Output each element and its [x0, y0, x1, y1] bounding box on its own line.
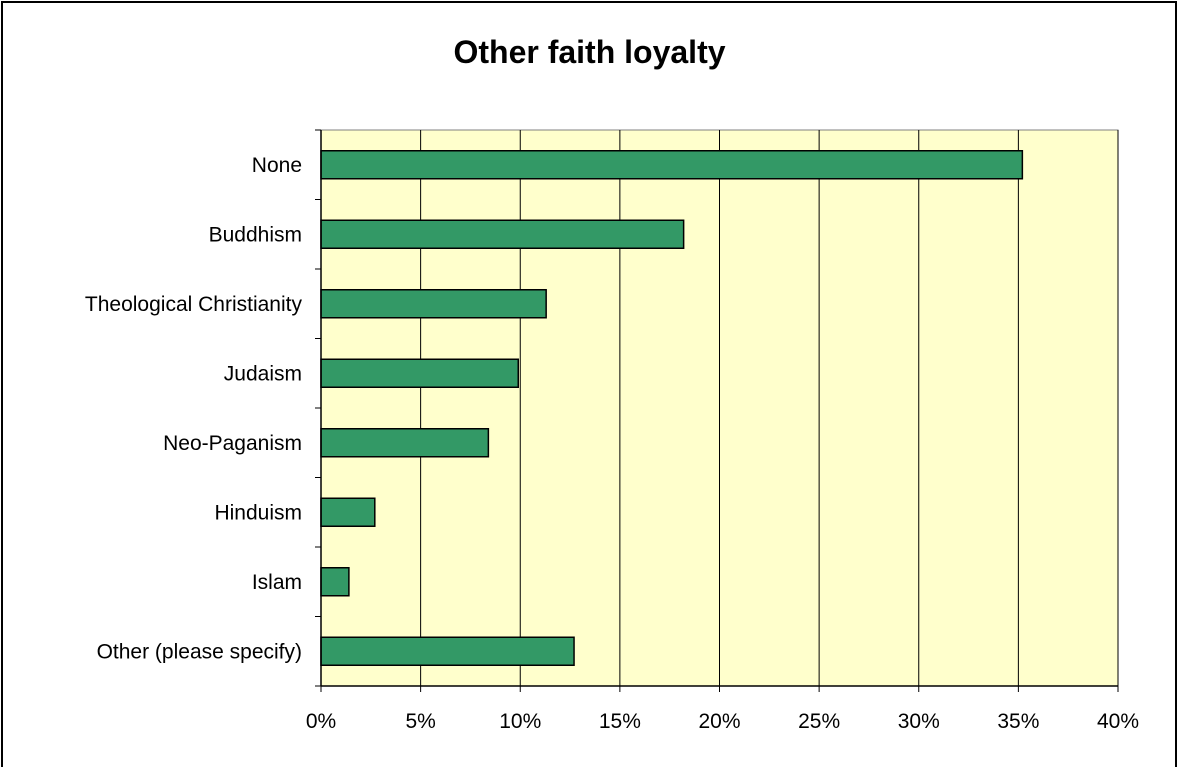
x-tick-label: 5% [405, 710, 435, 733]
bar [320, 219, 685, 249]
category-label: None [252, 154, 302, 177]
bar [320, 289, 547, 319]
axis-labels: 0% 5% 10% 15% 20% 25% 30% 35% 40% None Buddhism The… [85, 154, 1139, 733]
bar [320, 497, 376, 527]
chart-title: Other faith loyalty [453, 34, 726, 70]
category-label: Hinduism [214, 501, 302, 524]
x-tick-label: 30% [898, 710, 940, 733]
category-label: Judaism [224, 362, 302, 385]
bar [320, 636, 575, 666]
bars [320, 150, 1024, 666]
category-label: Buddhism [209, 223, 302, 246]
category-label: Other (please specify) [97, 640, 302, 663]
bar [320, 358, 520, 388]
category-label: Theological Christianity [85, 293, 303, 316]
x-tick-label: 10% [499, 710, 541, 733]
bar [320, 150, 1024, 180]
x-tick-label: 35% [997, 710, 1039, 733]
x-tick-label: 25% [798, 710, 840, 733]
category-label: Neo-Paganism [163, 432, 302, 455]
x-tick-label: 40% [1097, 710, 1139, 733]
x-tick-label: 0% [306, 710, 336, 733]
bar [320, 567, 350, 597]
category-label: Islam [252, 571, 302, 594]
x-tick-label: 15% [599, 710, 641, 733]
bar [320, 428, 490, 458]
axes [315, 129, 1119, 692]
x-tick-label: 20% [698, 710, 740, 733]
